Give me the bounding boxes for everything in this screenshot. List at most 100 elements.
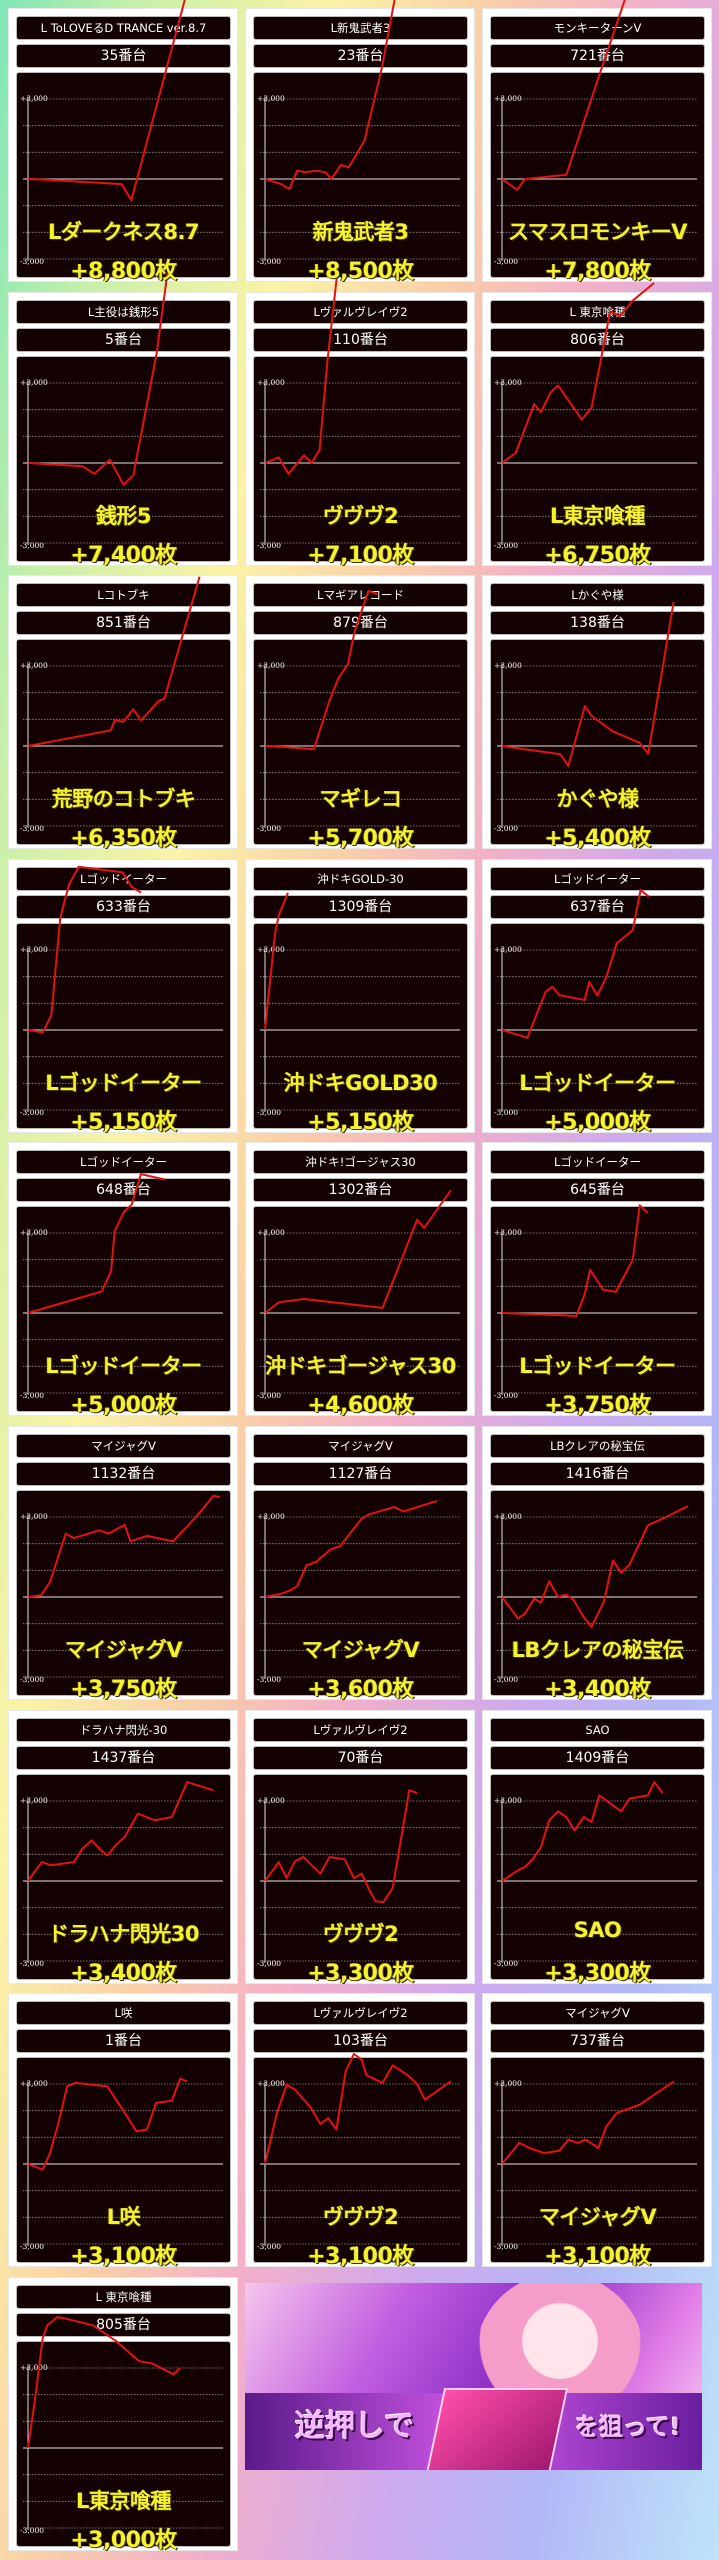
machine-model: L咲 <box>16 2001 231 2026</box>
y-axis-bottom-label: -3,000 <box>20 257 45 266</box>
machine-short-name: ドラハナ閃光30 <box>47 1921 200 1946</box>
machine-card[interactable]: L 東京喰種 806番台 +3,000 -3,000 L東京喰種 +6,750枚 <box>482 281 712 568</box>
slump-graph-panel <box>253 355 468 562</box>
machine-card[interactable]: Lゴッドイーター 633番台 +3,000 -3,000 Lゴッドイーター +5,150枚 <box>8 858 238 1135</box>
promo-banner[interactable]: 逆押しで を狙って! <box>245 2283 702 2470</box>
machine-short-name: 沖ドキゴージャス30 <box>265 1354 456 1379</box>
machine-card[interactable]: Lヴァルヴレイヴ2 110番台 +3,000 -3,000 ヴヴヴ2 +7,100枚 <box>245 273 475 568</box>
machine-card[interactable]: マイジャグV 1132番台 +3,000 -3,000 マイジャグV +3,750枚 <box>8 1426 238 1702</box>
machine-number: 637番台 <box>490 894 705 919</box>
y-axis-top-label: +3,000 <box>257 2079 285 2089</box>
y-axis-bottom-label: -3,000 <box>20 2242 45 2252</box>
machine-card[interactable]: モンキーターンV 721番台 +3,000 -3,000 スマスロモンキーV +7,800… <box>482 0 712 284</box>
machine-number: 1309番台 <box>253 894 468 919</box>
y-axis-bottom-label: -3,000 <box>494 1958 519 1968</box>
coin-difference: +7,800枚 <box>544 259 651 284</box>
machine-number: 1409番台 <box>490 1745 705 1770</box>
coin-difference: +6,750枚 <box>544 542 651 568</box>
slump-graph-panel <box>253 1490 468 1696</box>
machine-card[interactable]: L新鬼武者3 23番台 +3,000 -3,000 新鬼武者3 +8,500枚 <box>245 0 475 284</box>
y-axis-top-label: +3,000 <box>20 94 48 103</box>
machine-card[interactable]: Lマギアレコード 879番台 +3,000 -3,000 マギレコ +5,700枚 <box>245 575 475 851</box>
y-axis-bottom-label: -3,000 <box>494 1675 519 1684</box>
y-axis-bottom-label: -3,000 <box>257 1675 282 1684</box>
machine-short-name: スマスロモンキーV <box>507 220 688 244</box>
machine-model: Lゴッドイーター <box>490 1150 705 1175</box>
machine-card[interactable]: マイジャグV 737番台 +3,000 -3,000 マイジャグV +3,100枚 <box>482 1993 712 2270</box>
slump-graph-panel <box>490 355 705 562</box>
machine-card[interactable]: Lゴッドイーター 645番台 +3,000 -3,000 Lゴッドイーター +3,750枚 <box>482 1142 712 1418</box>
y-axis-bottom-label: -3,000 <box>494 1391 519 1401</box>
machine-card[interactable]: SAO 1409番台 +3,000 -3,000 SAO +3,300枚 <box>482 1709 712 1986</box>
y-axis-top-label: +3,000 <box>257 94 285 103</box>
machine-model: L主役は銭形5 <box>16 299 231 324</box>
machine-model: ドラハナ閃光-30 <box>16 1717 231 1742</box>
machine-card[interactable]: Lヴァルヴレイヴ2 70番台 +3,000 -3,000 ヴヴヴ2 +3,300枚 <box>245 1709 475 1986</box>
y-axis-top-label: +3,000 <box>20 2362 48 2372</box>
machine-short-name: LBクレアの秘宝伝 <box>511 1638 684 1662</box>
y-axis-bottom-label: -3,000 <box>257 1107 282 1117</box>
machine-model: Lゴッドイーター <box>16 1150 231 1175</box>
machine-short-name: Lゴッドイーター <box>45 1070 202 1095</box>
y-axis-top-label: +3,000 <box>494 944 522 954</box>
machine-card[interactable]: ドラハナ閃光-30 1437番台 +3,000 -3,000 ドラハナ閃光30 +3,40… <box>8 1709 238 1986</box>
machine-card[interactable]: Lコトブキ 851番台 +3,000 -3,000 荒野のコトブキ +6,350枚 <box>8 575 238 852</box>
machine-number: 70番台 <box>253 1745 468 1770</box>
machine-short-name: L咲 <box>106 2205 141 2230</box>
machine-short-name: ヴヴヴ2 <box>322 2205 399 2230</box>
machine-number: 721番台 <box>490 44 705 68</box>
y-axis-bottom-label: -3,000 <box>20 1391 45 1401</box>
machine-card[interactable]: 沖ドキ!ゴージャス30 1302番台 +3,000 -3,000 沖ドキゴージャス30 +… <box>245 1142 475 1418</box>
coin-difference: +7,100枚 <box>307 542 414 568</box>
y-axis-top-label: +3,000 <box>494 1228 522 1238</box>
slump-graph-panel <box>253 72 468 278</box>
banner-seven-symbol <box>425 2388 569 2470</box>
machine-card[interactable]: Lゴッドイーター 648番台 +3,000 -3,000 Lゴッドイーター +5,000枚 <box>8 1142 238 1418</box>
machine-number: 648番台 <box>16 1178 231 1203</box>
y-axis-bottom-label: -3,000 <box>257 540 282 550</box>
machine-short-name: マイジャグV <box>538 2205 657 2230</box>
coin-difference: +6,350枚 <box>70 826 177 852</box>
coin-difference: +3,300枚 <box>307 1960 414 1986</box>
machine-card[interactable]: 沖ドキGOLD-30 1309番台 +3,000 -3,000 沖ドキGOLD30 +5,… <box>245 858 475 1135</box>
y-axis-top-label: +3,000 <box>257 1795 285 1805</box>
slump-graph-panel <box>16 1206 231 1413</box>
machine-model: LBクレアの秘宝伝 <box>490 1434 705 1458</box>
y-axis-bottom-label: -3,000 <box>257 1958 282 1968</box>
machine-card[interactable]: L主役は銭形5 5番台 +3,000 -3,000 銭形5 +7,400枚 <box>8 265 238 568</box>
machine-short-name: ヴヴヴ2 <box>322 503 399 528</box>
machine-number: 110番台 <box>253 327 468 352</box>
slump-graph-panel <box>253 1773 468 1980</box>
machine-card[interactable]: L 東京喰種 805番台 +3,000 -3,000 L東京喰種 +3,000枚 <box>8 2276 238 2553</box>
machine-card[interactable]: L ToLOVEるD TRANCE ver.8.7 35番台 +3,000 -3,00… <box>8 0 238 284</box>
y-axis-top-label: +3,000 <box>494 377 522 387</box>
slump-graph-panel <box>490 1206 705 1413</box>
slump-graph-panel <box>490 922 705 1129</box>
y-axis-top-label: +3,000 <box>20 1512 48 1521</box>
coin-difference: +5,000枚 <box>544 1109 651 1135</box>
machine-short-name: SAO <box>573 1917 622 1942</box>
machine-short-name: L東京喰種 <box>76 2488 171 2513</box>
slump-graph-panel <box>490 2057 705 2264</box>
y-axis-bottom-label: -3,000 <box>20 824 45 834</box>
machine-card[interactable]: マイジャグV 1127番台 +3,000 -3,000 マイジャグV +3,600枚 <box>245 1426 475 1702</box>
machine-number: 1132番台 <box>16 1462 231 1486</box>
machine-number: 1302番台 <box>253 1178 468 1203</box>
y-axis-top-label: +3,000 <box>20 661 48 671</box>
machine-number: 1番台 <box>16 2029 231 2054</box>
machine-card[interactable]: Lヴァルヴレイヴ2 103番台 +3,000 -3,000 ヴヴヴ2 +3,100枚 <box>245 1993 475 2269</box>
y-axis-bottom-label: -3,000 <box>257 2242 282 2252</box>
machine-card[interactable]: Lかぐや様 138番台 +3,000 -3,000 かぐや様 +5,400枚 <box>482 575 712 851</box>
machine-card[interactable]: L咲 1番台 +3,000 -3,000 L咲 +3,100枚 <box>8 1993 238 2269</box>
machine-card[interactable]: LBクレアの秘宝伝 1416番台 +3,000 -3,000 LBクレアの秘宝伝 +3,4… <box>482 1426 712 1702</box>
y-axis-top-label: +3,000 <box>257 377 285 387</box>
machine-card[interactable]: Lゴッドイーター 637番台 +3,000 -3,000 Lゴッドイーター +5,000枚 <box>482 858 712 1135</box>
y-axis-top-label: +3,000 <box>257 944 285 954</box>
coin-difference: +3,100枚 <box>544 2244 651 2270</box>
machine-short-name: Lゴッドイーター <box>519 1354 676 1379</box>
y-axis-top-label: +3,000 <box>20 1228 48 1238</box>
machine-number: 737番台 <box>490 2029 705 2054</box>
coin-difference: +5,150枚 <box>70 1109 177 1135</box>
machine-model: マイジャグV <box>16 1434 231 1458</box>
